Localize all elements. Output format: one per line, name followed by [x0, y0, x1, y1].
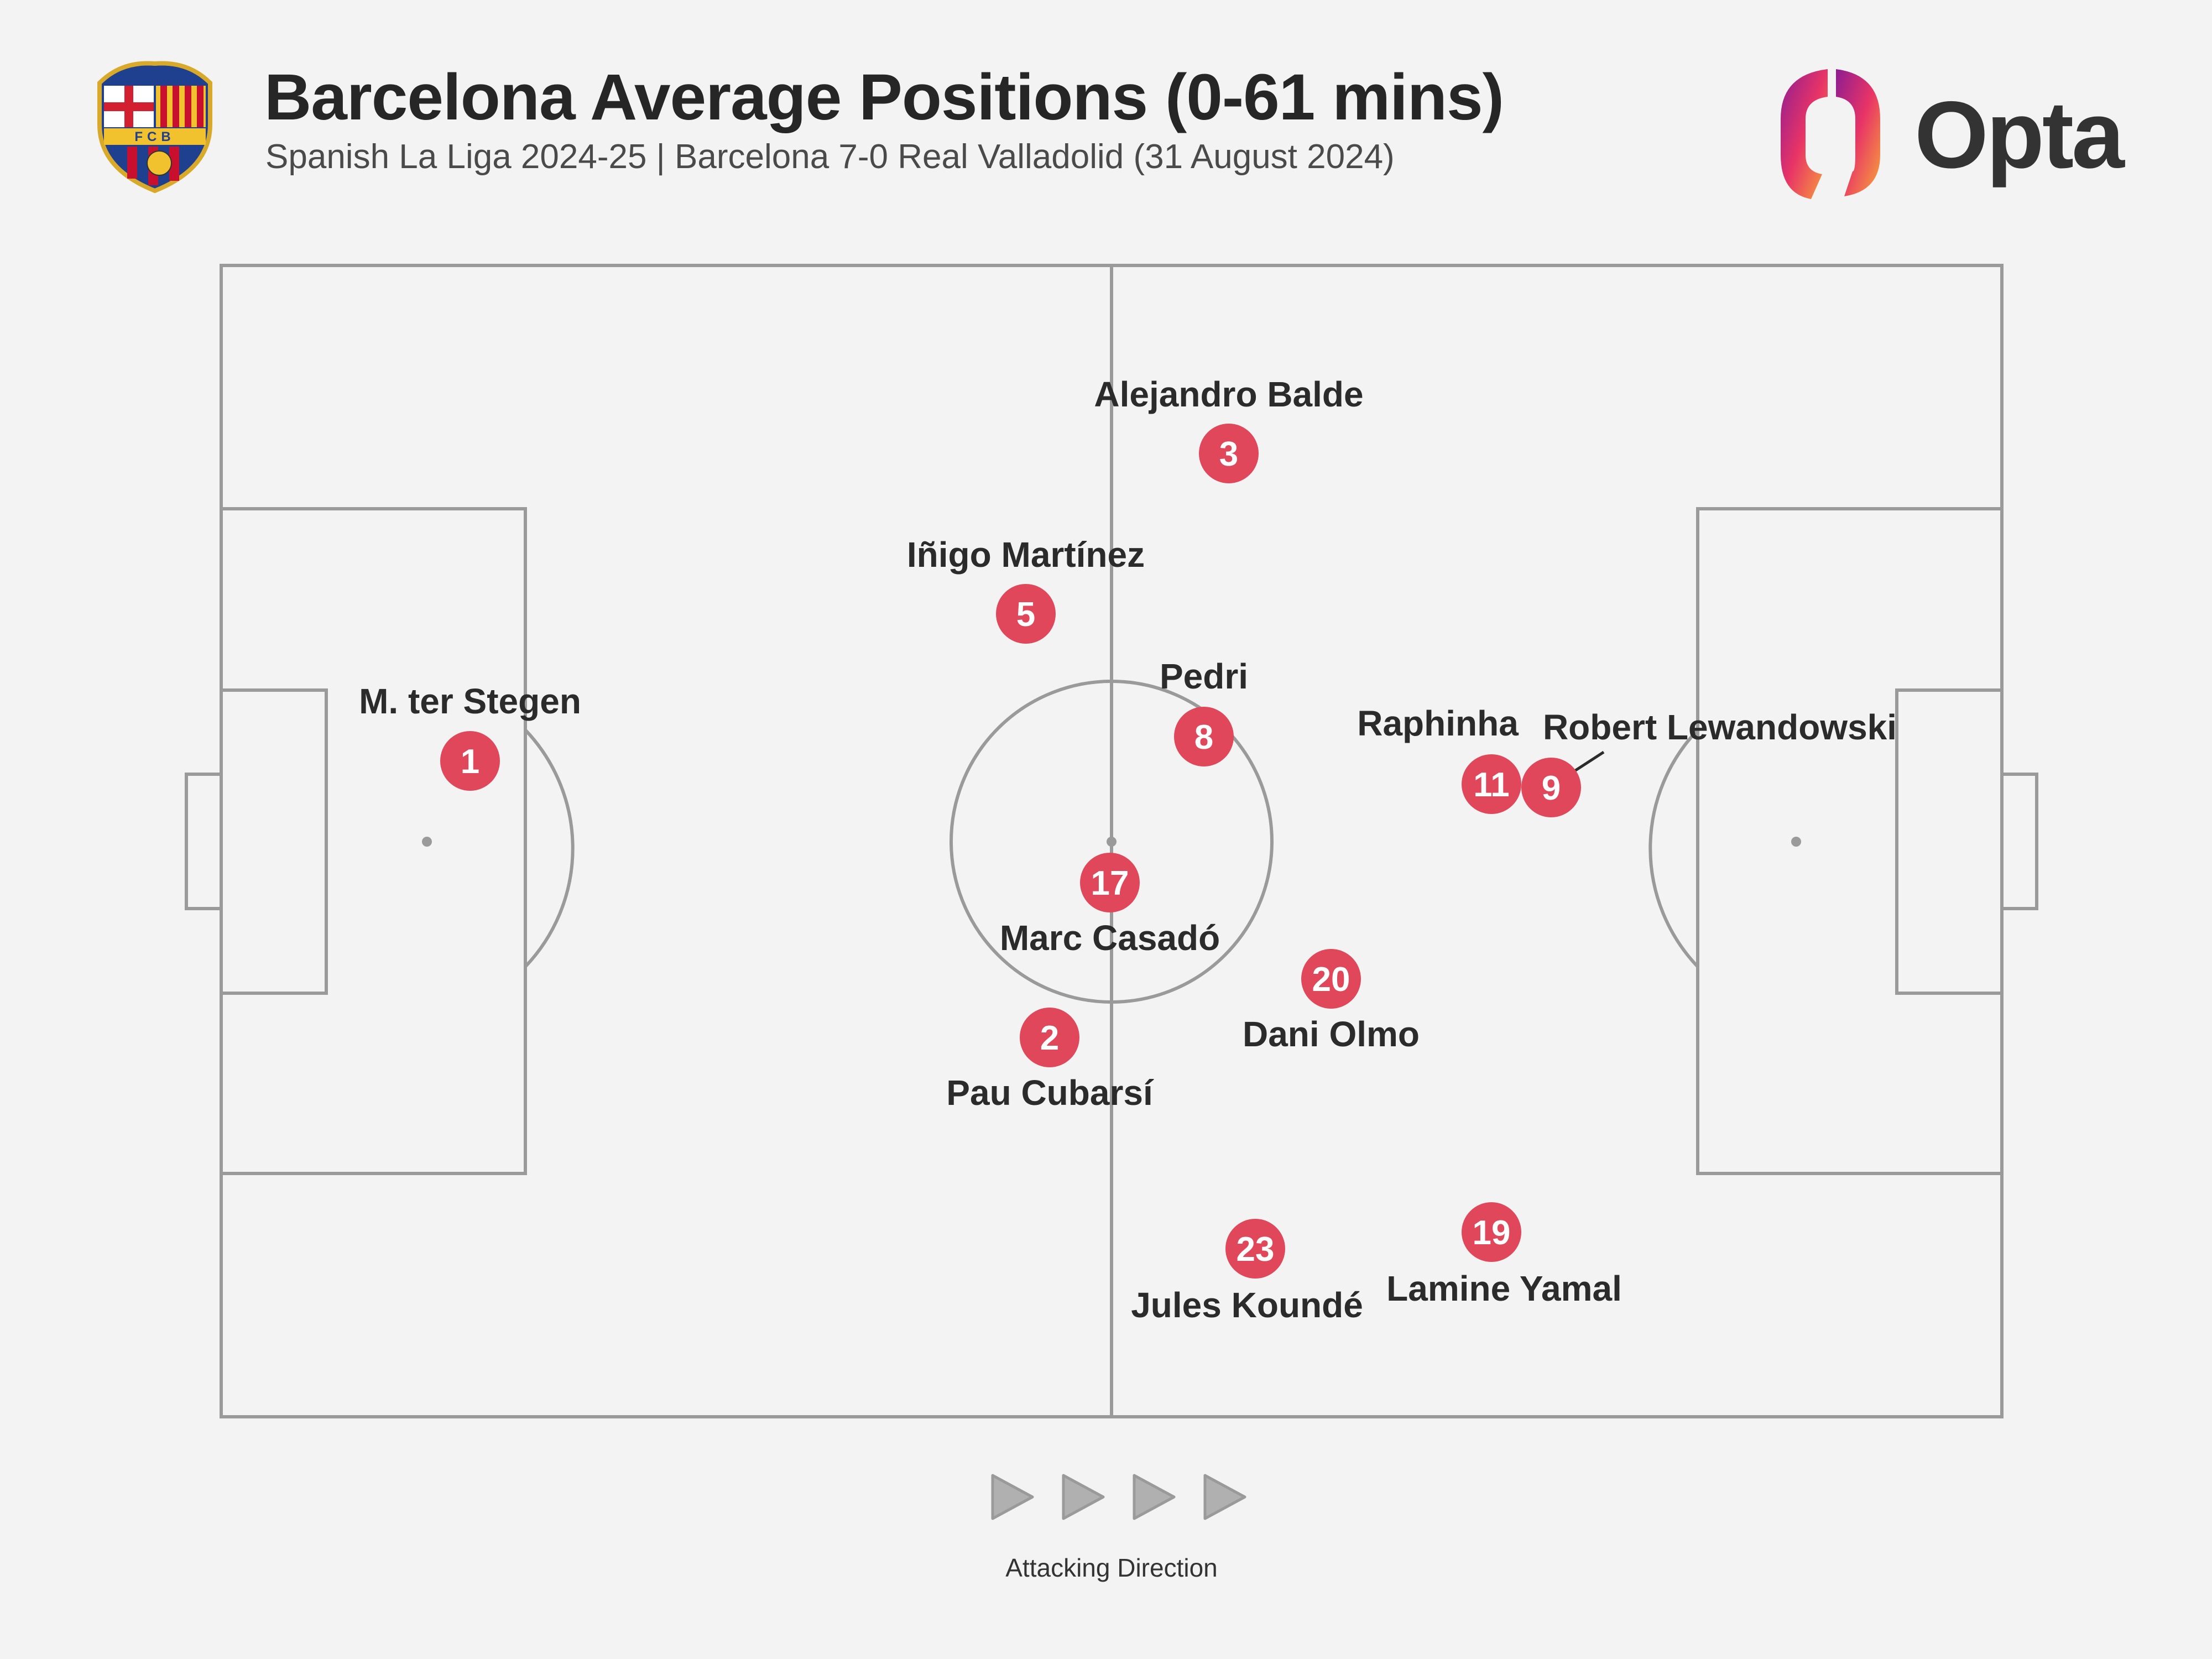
page-subtitle: Spanish La Liga 2024-25 | Barcelona 7-0 … [265, 138, 1395, 176]
left-penalty-area [220, 507, 527, 1175]
player-marker: 9 Robert Lewandowski [1521, 707, 1897, 817]
player-name: Alejandro Balde [1094, 374, 1363, 414]
player-number: 20 [1312, 961, 1350, 999]
player-marker: 5 Iñigo Martínez [907, 535, 1145, 644]
player-marker-circle [1521, 758, 1581, 817]
player-number: 9 [1542, 769, 1561, 807]
player-number: 3 [1219, 435, 1238, 473]
player-marker: 11 Raphinha [1357, 703, 1521, 814]
lewandowski-leader-line [1571, 750, 1605, 774]
player-marker: 2 Pau Cubarsí [946, 1008, 1154, 1113]
player-marker-circle [1174, 707, 1234, 766]
player-marker-circle [1020, 1008, 1079, 1067]
centre-circle [950, 680, 1274, 1004]
left-penalty-spot [422, 837, 432, 847]
left-six-yard-box [220, 688, 328, 995]
players-layer: 1 M. ter Stegen 3 Alejandro Balde 5 Iñigo Mar… [359, 374, 1897, 1325]
player-marker-circle [1301, 949, 1361, 1009]
player-marker: 8 Pedri [1160, 656, 1248, 766]
player-marker-circle [1080, 853, 1140, 912]
right-penalty-spot [1791, 837, 1801, 847]
opta-logo-icon [1781, 69, 1880, 199]
right-goal [2000, 773, 2038, 910]
player-number: 8 [1194, 718, 1213, 757]
player-marker-circle [1225, 1219, 1285, 1279]
player-number: 23 [1237, 1230, 1275, 1269]
player-marker-circle [440, 731, 500, 791]
left-goal [185, 773, 223, 910]
opta-wordmark: Opta [1914, 82, 2125, 188]
player-name: Robert Lewandowski [1543, 707, 1897, 747]
player-number: 11 [1473, 766, 1510, 804]
player-marker-circle [1462, 1202, 1521, 1262]
player-number: 19 [1473, 1214, 1511, 1252]
player-number: 5 [1016, 596, 1035, 634]
player-number: 2 [1040, 1019, 1059, 1057]
left-penalty-arc [524, 728, 575, 968]
player-name: Pedri [1160, 656, 1248, 696]
right-penalty-arc [1648, 728, 1699, 968]
crest-letters: FCB [134, 129, 175, 144]
player-marker-circle [1462, 754, 1521, 814]
player-marker: 1 M. ter Stegen [359, 681, 581, 791]
player-marker: 20 Dani Olmo [1243, 949, 1420, 1054]
player-number: 1 [461, 743, 479, 781]
player-name: M. ter Stegen [359, 681, 581, 721]
centre-spot [1107, 837, 1117, 847]
player-name: Marc Casadó [1000, 918, 1220, 958]
player-marker: 19 Lamine Yamal [1386, 1202, 1622, 1308]
page-title: Barcelona Average Positions (0-61 mins) [264, 61, 1504, 134]
player-marker: 3 Alejandro Balde [1094, 374, 1364, 483]
attacking-direction-label: Attacking Direction [1005, 1553, 1218, 1582]
player-marker: 17 Marc Casadó [1000, 853, 1220, 958]
player-marker-circle [1199, 424, 1259, 483]
right-six-yard-box [1895, 688, 2004, 995]
player-name: Dani Olmo [1243, 1014, 1420, 1054]
player-name: Raphinha [1357, 703, 1519, 743]
player-marker-circle [996, 584, 1056, 644]
right-penalty-area [1696, 507, 2004, 1175]
player-name: Lamine Yamal [1386, 1269, 1622, 1308]
player-name: Iñigo Martínez [907, 535, 1145, 575]
player-number: 17 [1091, 864, 1129, 902]
fc-barcelona-crest-icon: FCB [97, 61, 212, 194]
player-marker: 23 Jules Koundé [1131, 1219, 1363, 1325]
player-name: Jules Koundé [1131, 1285, 1363, 1325]
player-name: Pau Cubarsí [946, 1073, 1154, 1113]
